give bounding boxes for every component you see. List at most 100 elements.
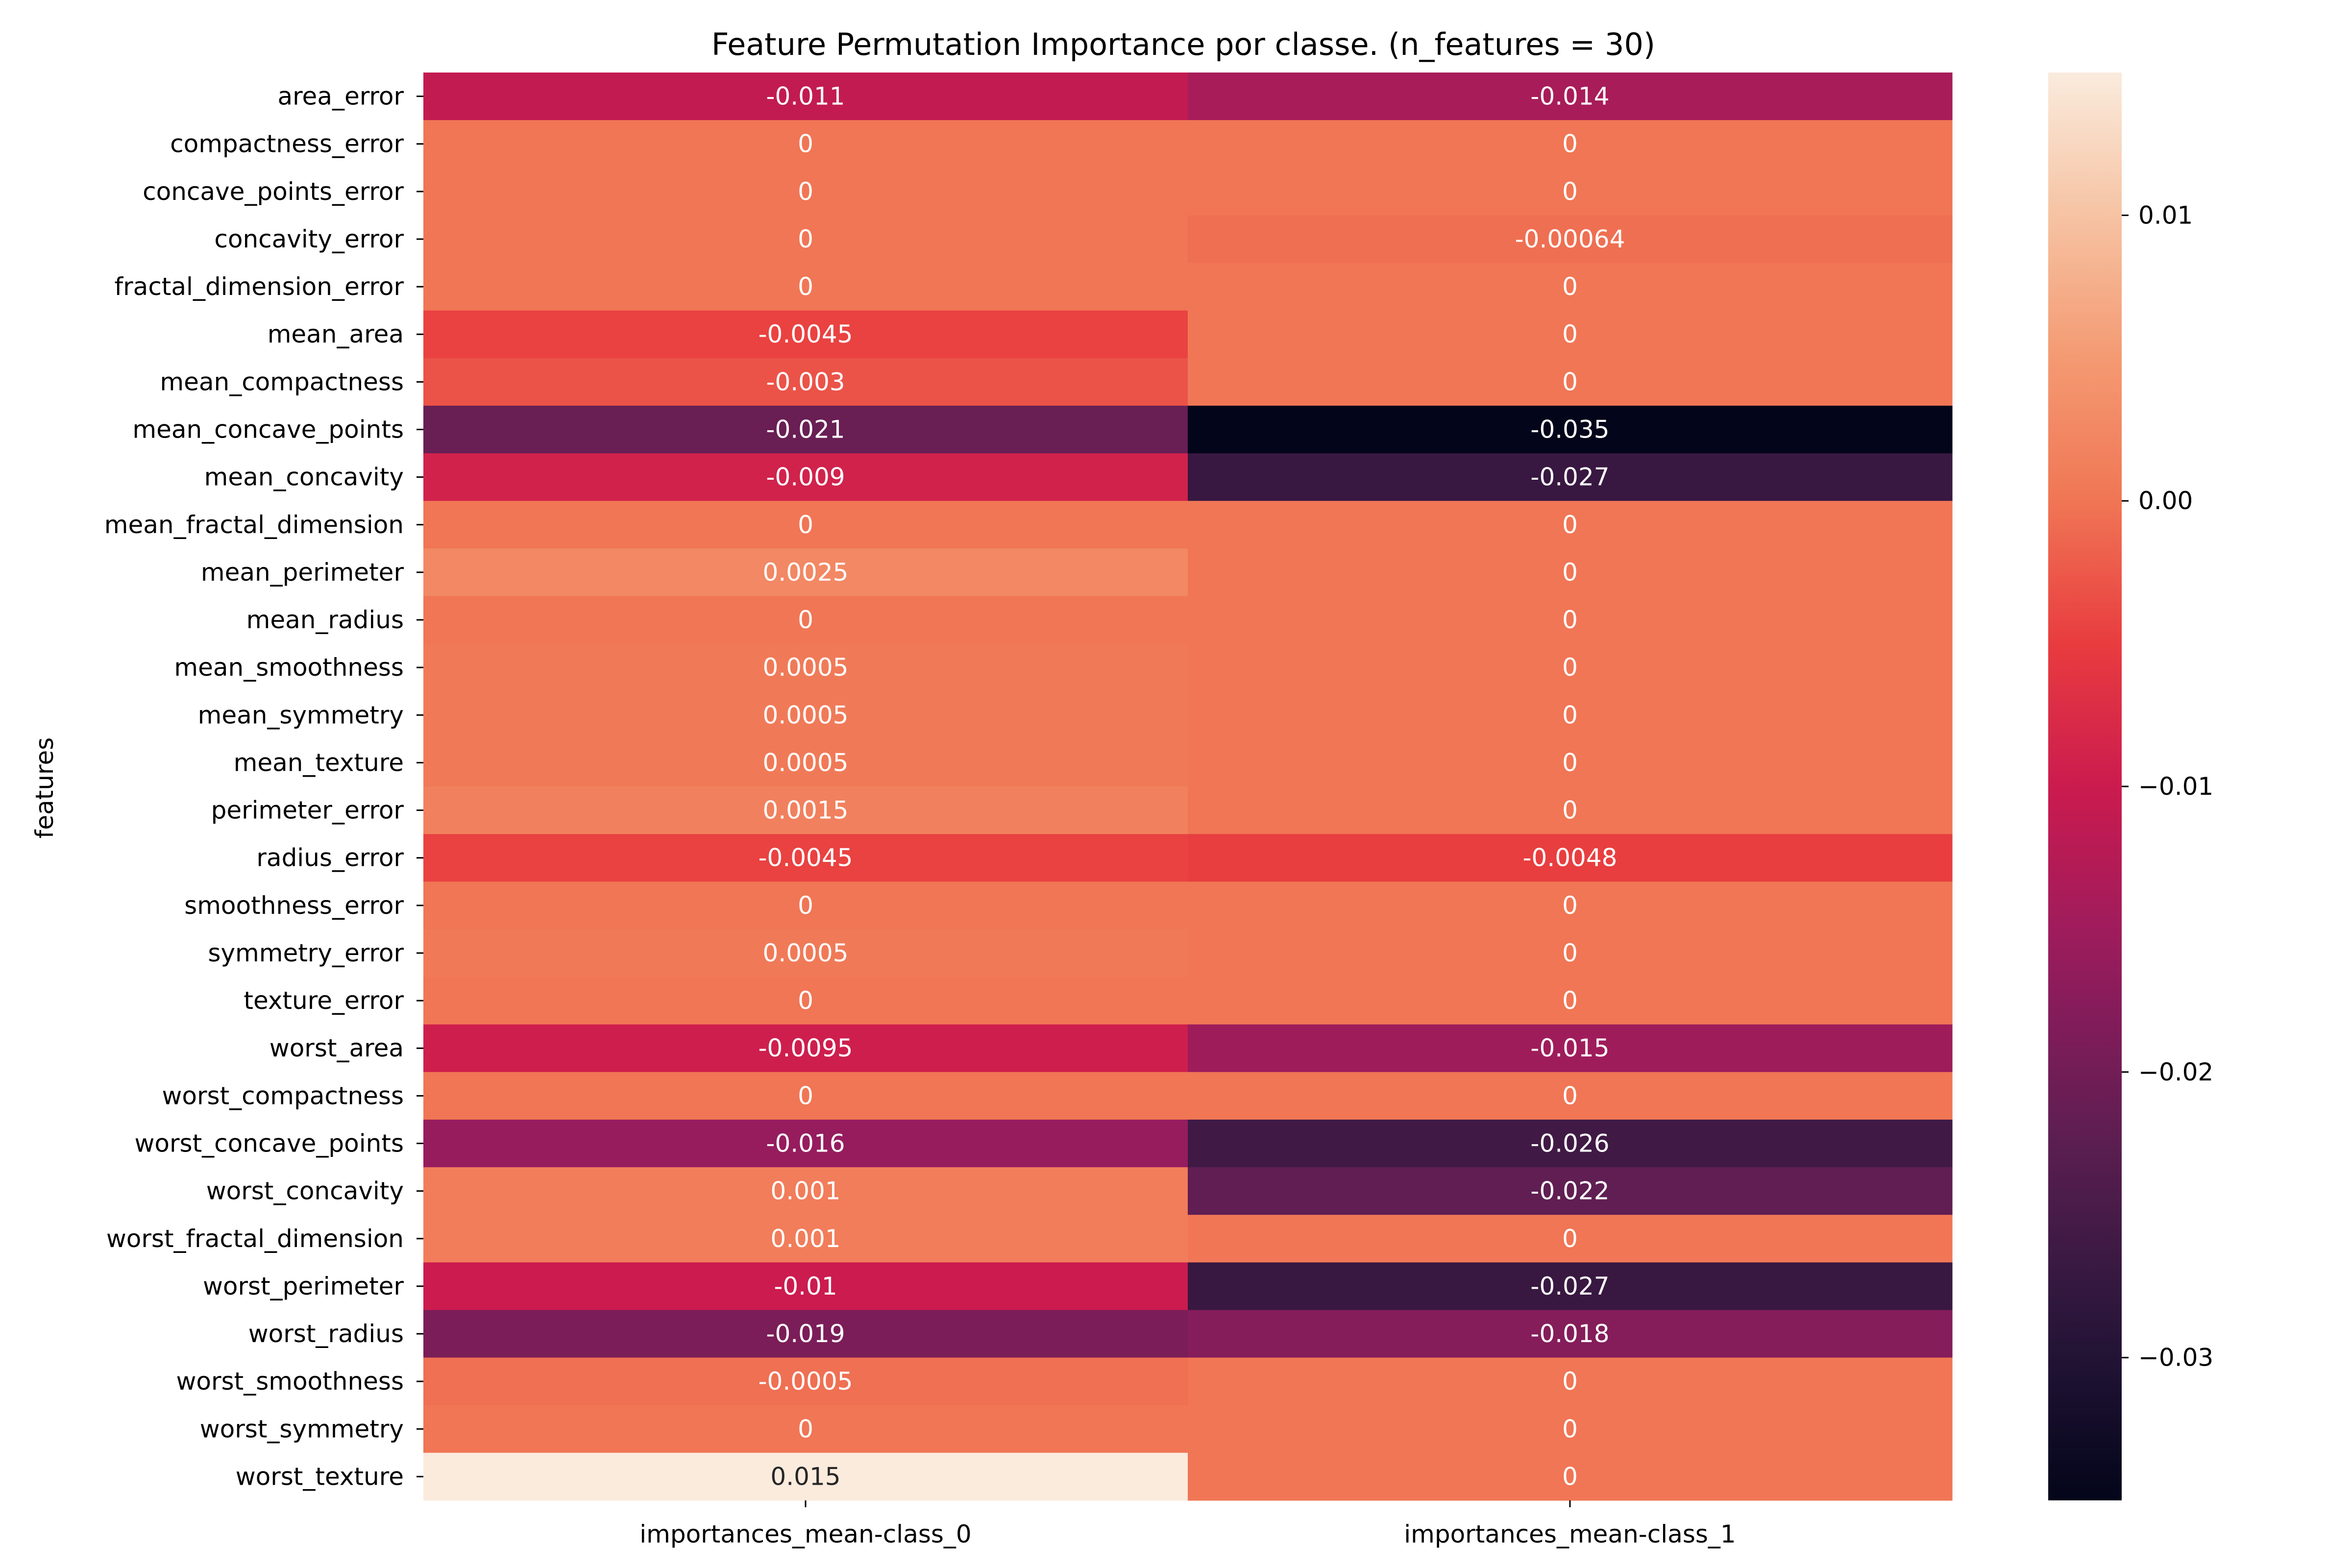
y-tick-label: mean_smoothness — [174, 653, 404, 682]
y-tick-label: worst_perimeter — [203, 1272, 404, 1300]
cell-annotation: -0.035 — [1530, 416, 1609, 444]
y-tick-label: mean_fractal_dimension — [104, 511, 404, 539]
cell-annotation: 0 — [1562, 1462, 1578, 1491]
cell-annotation: -0.011 — [766, 82, 845, 111]
y-tick-label: mean_radius — [246, 606, 404, 634]
y-tick-label: perimeter_error — [211, 796, 404, 825]
heatmap-cell — [423, 310, 1188, 359]
y-tick-label: area_error — [277, 82, 404, 111]
heatmap-cell — [1188, 1072, 1953, 1120]
y-axis: area_error compactness_error concave_point… — [104, 82, 423, 1491]
heatmap-cell — [423, 548, 1188, 597]
cell-annotation: 0 — [1562, 796, 1578, 825]
cell-annotation: -0.014 — [1530, 82, 1609, 111]
cell-annotation: -0.0095 — [759, 1034, 853, 1062]
cell-annotation: 0.0015 — [763, 796, 849, 825]
heatmap-cell — [1188, 596, 1953, 644]
y-tick-label: compactness_error — [170, 130, 404, 158]
y-tick-label: mean_texture — [234, 748, 404, 777]
cell-annotation: 0 — [1562, 177, 1578, 206]
y-tick-label: radius_error — [256, 844, 404, 872]
cell-annotation: -0.01 — [774, 1272, 837, 1300]
cell-annotation: 0.001 — [770, 1177, 840, 1205]
heatmap-cell — [423, 405, 1188, 454]
heatmap-cell — [1188, 977, 1953, 1025]
heatmap-cell — [1188, 548, 1953, 597]
cell-annotation: 0 — [798, 891, 813, 920]
cell-annotation: 0 — [798, 986, 813, 1015]
cell-annotation: -0.027 — [1530, 1272, 1609, 1300]
y-tick-label: smoothness_error — [184, 891, 404, 920]
y-tick-label: symmetry_error — [208, 939, 404, 967]
y-tick-label: mean_compactness — [160, 368, 404, 396]
heatmap-cell — [1188, 358, 1953, 406]
heatmap-cell — [1188, 310, 1953, 359]
heatmap-cell — [423, 691, 1188, 739]
heatmap-cell — [1188, 882, 1953, 930]
heatmap-cell — [1188, 73, 1953, 121]
cell-annotation: 0 — [1562, 511, 1578, 539]
heatmap-cell — [423, 168, 1188, 216]
heatmap-cell — [423, 1167, 1188, 1215]
cell-annotation: 0 — [798, 130, 813, 158]
cell-annotation: 0.0005 — [763, 748, 849, 777]
heatmap-cell — [1188, 501, 1953, 549]
cell-annotation: 0 — [798, 606, 813, 634]
heatmap-cell — [423, 453, 1188, 501]
heatmap-cell — [1188, 691, 1953, 739]
heatmap-cells — [423, 73, 1953, 1501]
heatmap-cell — [423, 738, 1188, 787]
cell-annotation: 0 — [798, 1081, 813, 1110]
heatmap-cell — [1188, 1024, 1953, 1073]
heatmap-cell — [423, 1310, 1188, 1358]
cell-annotation: 0 — [1562, 653, 1578, 682]
heatmap-cell — [423, 977, 1188, 1025]
cell-annotation: 0 — [1562, 320, 1578, 348]
heatmap-cell — [1188, 1405, 1953, 1453]
y-tick-label: concave_points_error — [143, 177, 404, 206]
y-tick-label: worst_symmetry — [200, 1415, 404, 1443]
heatmap-cell — [1188, 1119, 1953, 1168]
cell-annotation: 0.0005 — [763, 939, 849, 967]
cell-annotation: 0 — [1562, 1415, 1578, 1443]
cell-annotation: 0 — [1562, 748, 1578, 777]
y-tick-label: fractal_dimension_error — [115, 272, 404, 301]
heatmap-cell — [423, 263, 1188, 311]
y-tick-label: mean_perimeter — [201, 558, 404, 587]
cell-annotation: 0 — [1562, 368, 1578, 396]
cell-annotation: 0.015 — [770, 1462, 840, 1491]
y-tick-label: worst_smoothness — [176, 1367, 404, 1396]
y-tick-label: texture_error — [244, 986, 404, 1015]
y-tick-label: worst_concavity — [206, 1177, 404, 1205]
heatmap-cell — [1188, 786, 1953, 834]
cell-annotation: -0.0048 — [1523, 844, 1617, 872]
cell-annotation: -0.027 — [1530, 463, 1609, 491]
cell-annotation: 0.001 — [770, 1225, 840, 1253]
heatmap-cell — [1188, 1215, 1953, 1263]
heatmap-cell — [1188, 120, 1953, 168]
cell-annotation: 0 — [1562, 272, 1578, 301]
heatmap-cell — [1188, 1452, 1953, 1501]
heatmap-cell — [423, 643, 1188, 692]
cell-annotation: 0 — [1562, 1081, 1578, 1110]
y-tick-label: mean_concavity — [204, 463, 404, 491]
heatmap-cell — [1188, 453, 1953, 501]
heatmap-cell — [1188, 1167, 1953, 1215]
heatmap-cell — [423, 358, 1188, 406]
cell-annotation: -0.009 — [766, 463, 845, 491]
y-tick-label: mean_concave_points — [132, 416, 404, 444]
heatmap-cell — [1188, 1262, 1953, 1311]
cell-annotation: 0 — [798, 272, 813, 301]
colorbar-tick-label: 0.01 — [2138, 201, 2193, 229]
cell-annotation: -0.016 — [766, 1129, 845, 1158]
colorbar-tick-label: −0.01 — [2138, 772, 2213, 801]
cell-annotation: -0.019 — [766, 1320, 845, 1348]
heatmap-cell — [423, 73, 1188, 121]
colorbar-tick-label: 0.00 — [2138, 487, 2193, 515]
heatmap-cell — [423, 1262, 1188, 1311]
colorbar-gradient — [2048, 73, 2122, 1500]
cell-annotation: 0 — [1562, 891, 1578, 920]
heatmap-cell — [423, 1024, 1188, 1073]
heatmap-cell — [1188, 834, 1953, 882]
